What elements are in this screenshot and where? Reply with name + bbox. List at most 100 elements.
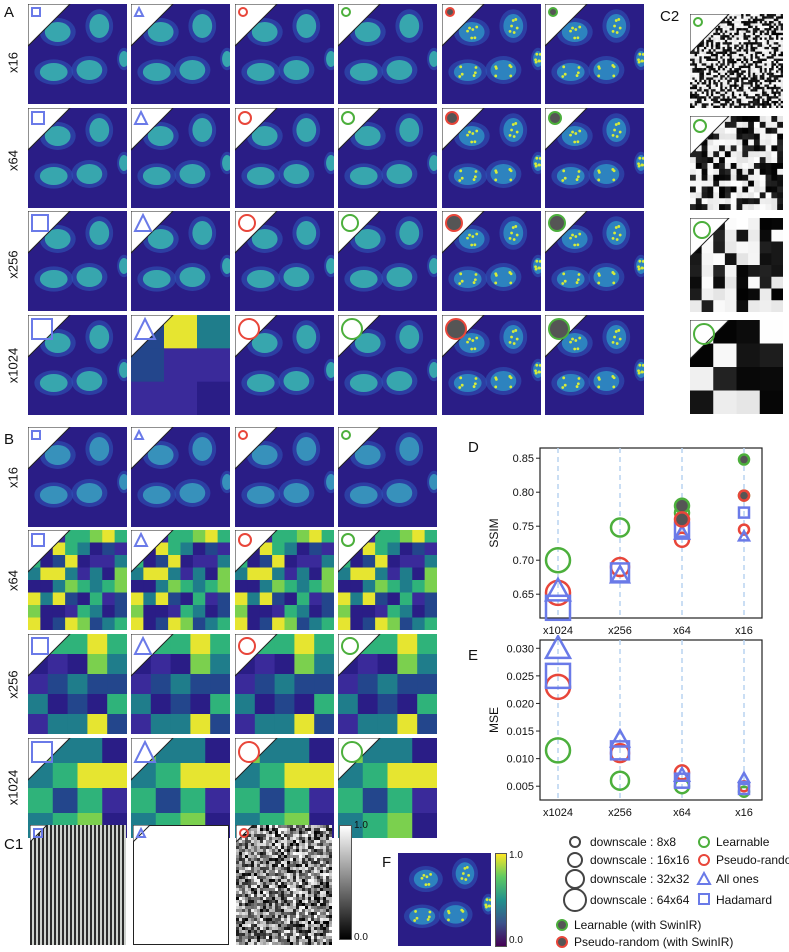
x-tick-label: x256	[608, 807, 632, 819]
legend-size-16x16: downscale : 16x16	[567, 852, 690, 868]
a-tile-r1-c1	[28, 4, 127, 104]
panel-letter-e: E	[468, 647, 479, 664]
c2-pattern-4	[690, 320, 783, 414]
b-tile-r4-c2	[131, 738, 230, 838]
c1-pseudo-random-pattern	[236, 825, 332, 945]
a-tile-r3-c6	[545, 211, 644, 311]
legend-learnable-label: Learnable	[716, 835, 770, 849]
data-point-hadamard-x256	[609, 740, 631, 761]
legend-all-ones: All ones	[696, 870, 759, 886]
a-tile-r4-c6	[545, 315, 644, 415]
panel-letter-c1: C1	[4, 836, 24, 853]
row-label-a-x16: x16	[5, 52, 21, 73]
y-tick-label: 0.005	[506, 781, 534, 793]
panel-letter-f: F	[382, 854, 392, 871]
c2-pattern-2	[690, 116, 783, 210]
legend-pseudo-random-label: Pseudo-random	[716, 853, 789, 867]
legend-size-8x8: downscale : 8x8	[569, 835, 676, 849]
data-point-pseudo-random-with-swinir--x64	[673, 511, 691, 528]
legend-size-8x8-label: downscale : 8x8	[590, 835, 676, 849]
a-tile-r3-c3	[235, 211, 334, 311]
legend-size-64x64: downscale : 64x64	[563, 888, 690, 912]
data-point-learnable-with-swinir--x64	[673, 497, 691, 515]
x-tick-label: x64	[673, 807, 691, 819]
b-tile-r3-c2	[131, 634, 230, 734]
legend-learnable: Learnable	[698, 835, 770, 849]
panel-letter-c2: C2	[660, 8, 680, 25]
b-tile-r2-c1	[28, 530, 127, 630]
b-tile-r1-c4	[338, 427, 437, 527]
legend-learnable-swinir: Learnable (with SwinIR)	[556, 918, 701, 932]
data-point-learnable-x256	[609, 517, 631, 538]
y-tick-label: 0.025	[506, 671, 534, 683]
legend-pseudo-random-swinir: Pseudo-random (with SwinIR)	[556, 935, 733, 949]
row-label-b-x256: x256	[5, 670, 21, 699]
a-tile-r1-c5	[442, 4, 541, 104]
a-tile-r3-c2	[131, 211, 230, 311]
legend-pseudo-random-swinir-label: Pseudo-random (with SwinIR)	[574, 935, 733, 949]
c1-marker-1	[29, 824, 70, 870]
b-tile-r4-c3	[235, 738, 334, 838]
data-point-all-ones-x1024	[543, 635, 573, 660]
data-point-pseudo-random-x16	[737, 523, 751, 536]
data-point-pseudo-random-x64	[673, 764, 691, 781]
f-swinir-reconstruction	[398, 853, 491, 946]
b-tile-r2-c4	[338, 530, 437, 630]
panel-letter-a: A	[4, 4, 15, 21]
a-tile-r2-c1	[28, 108, 127, 208]
c2-pattern-1	[690, 14, 783, 108]
a-tile-r4-c1	[28, 315, 127, 415]
data-point-learnable-x1024	[544, 737, 572, 764]
legend-learnable-swinir-label: Learnable (with SwinIR)	[574, 918, 701, 932]
y-tick-label: 0.80	[513, 487, 534, 499]
row-label-b-x1024: x1024	[5, 769, 21, 806]
legend-hadamard: Hadamard	[698, 893, 772, 907]
legend-size-32x32-label: downscale : 32x32	[590, 872, 690, 886]
viridis-colorbar	[495, 853, 507, 947]
gray-colorbar-max: 1.0	[354, 820, 368, 831]
data-point-all-ones-x1024	[543, 576, 573, 602]
a-tile-r1-c4	[338, 4, 437, 104]
data-point-hadamard-x16	[737, 782, 751, 796]
b-tile-r3-c3	[235, 634, 334, 734]
data-point-hadamard-x1024	[544, 594, 572, 622]
gray-colorbar	[339, 825, 352, 940]
row-label-b-x64: x64	[5, 570, 21, 591]
x-tick-label: x1024	[543, 625, 573, 637]
a-tile-r2-c2	[131, 108, 230, 208]
data-point-all-ones-x256	[608, 727, 632, 748]
legend-hadamard-label: Hadamard	[716, 893, 772, 907]
y-tick-label: 0.75	[513, 521, 534, 533]
a-tile-r2-c6	[545, 108, 644, 208]
legend-size-16x16-label: downscale : 16x16	[590, 853, 690, 867]
a-tile-r2-c5	[442, 108, 541, 208]
legend-size-32x32: downscale : 32x32	[565, 869, 690, 889]
row-label-a-x256: x256	[5, 250, 21, 279]
y-tick-label: 0.70	[513, 555, 534, 567]
a-tile-r3-c1	[28, 211, 127, 311]
y-tick-label: 0.020	[506, 698, 534, 710]
y-axis-label: SSIM	[487, 518, 501, 547]
viridis-colorbar-max: 1.0	[509, 850, 523, 861]
legend-size-64x64-label: downscale : 64x64	[590, 893, 690, 907]
a-tile-r1-c6	[545, 4, 644, 104]
data-point-all-ones-x16	[736, 770, 752, 784]
x-tick-label: x64	[673, 625, 691, 637]
a-tile-r4-c5	[442, 315, 541, 415]
a-tile-r1-c3	[235, 4, 334, 104]
chart-e-mse: x1024 x256 x64 x16 0.005 0.010 0.015 0.020 0.025…	[487, 635, 763, 819]
data-point-hadamard-x64	[673, 772, 691, 789]
c1-hadamard-pattern	[30, 825, 126, 945]
legend: downscale : 8x8 downscale : 16x16 downsc…	[556, 835, 789, 949]
panel-letter-d: D	[468, 439, 479, 456]
a-tile-r3-c5	[442, 211, 541, 311]
y-axis-label: MSE	[487, 707, 501, 733]
data-point-hadamard-x256	[609, 562, 631, 583]
b-tile-r1-c3	[235, 427, 334, 527]
b-tile-r1-c1	[28, 427, 127, 527]
b-tile-r3-c1	[28, 634, 127, 734]
panel-letter-b: B	[4, 431, 15, 448]
legend-pseudo-random: Pseudo-random	[698, 853, 789, 867]
viridis-colorbar-min: 0.0	[509, 935, 523, 946]
row-label-b-x16: x16	[5, 467, 21, 488]
